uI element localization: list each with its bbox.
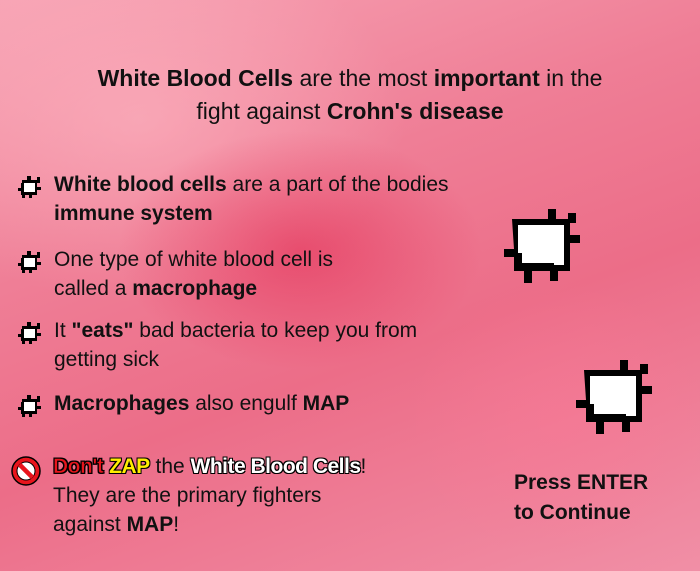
title-important: important — [433, 65, 540, 91]
title-text-3: fight against — [196, 98, 327, 124]
title-text-1: are the most — [293, 65, 434, 91]
bullet-4-bold-2: MAP — [302, 392, 350, 415]
title-text-2: in the — [539, 65, 603, 91]
macrophage-bullet-icon — [18, 176, 41, 198]
continue-prompt-line-2: to Continue — [514, 501, 631, 524]
bullet-1-rest: are a part of the bodies — [226, 173, 449, 196]
bullet-3-pre: It — [54, 319, 72, 342]
bullet-3-bold: "eats" — [71, 319, 134, 342]
macrophage-bullet-icon — [18, 395, 41, 417]
bullet-3-line-2: getting sick — [54, 348, 160, 371]
bullet-text-4: Macrophages also engulf MAP — [54, 389, 349, 418]
title-wbc: White Blood Cells — [97, 65, 294, 91]
warning-line-3-pre: against — [53, 513, 127, 536]
warning-line-3-end: ! — [173, 513, 180, 536]
bullet-1-bold: White blood cells — [54, 173, 227, 196]
bullet-2-bold: macrophage — [132, 277, 258, 300]
macrophage-bullet-icon — [18, 251, 41, 273]
white-blood-cell-sprite[interactable] — [502, 205, 584, 287]
bullet-text-1: White blood cells are a part of the bodi… — [54, 170, 449, 228]
warning-line-2: They are the primary fighters — [53, 484, 322, 507]
page-title: White Blood Cells are the most important… — [20, 62, 680, 128]
bullet-text-2: One type of white blood cell is called a… — [54, 245, 333, 303]
warning-excl: ! — [360, 455, 367, 478]
warning-the: the — [149, 455, 191, 478]
continue-prompt[interactable]: Press ENTER to Continue — [514, 468, 648, 528]
white-blood-cell-sprite[interactable] — [574, 356, 656, 438]
bullet-3-rest: bad bacteria to keep you from — [133, 319, 418, 342]
title-crohns: Crohn's disease — [326, 98, 504, 124]
warning-map: MAP — [126, 513, 174, 536]
bullet-2-line-1: One type of white blood cell is — [54, 248, 333, 271]
bullet-1-line-2: immune system — [54, 202, 213, 225]
warning-dont: Don't — [53, 455, 104, 479]
warning-wbc: White Blood Cells — [190, 455, 362, 478]
no-sign-icon — [11, 456, 41, 486]
bullet-text-3: It "eats" bad bacteria to keep you from … — [54, 316, 417, 374]
bullet-2-pre: called a — [54, 277, 133, 300]
bullet-4-mid: also engulf — [189, 392, 303, 415]
macrophage-bullet-icon — [18, 322, 41, 344]
warning-zap: ZAP — [109, 455, 150, 478]
title-line-1: White Blood Cells are the most important… — [20, 62, 680, 95]
warning-message: Don't ZAP the White Blood Cells! They ar… — [53, 452, 367, 539]
title-line-2: fight against Crohn's disease — [20, 95, 680, 128]
continue-prompt-line-1: Press ENTER — [514, 471, 649, 494]
bullet-4-bold: Macrophages — [54, 392, 190, 415]
